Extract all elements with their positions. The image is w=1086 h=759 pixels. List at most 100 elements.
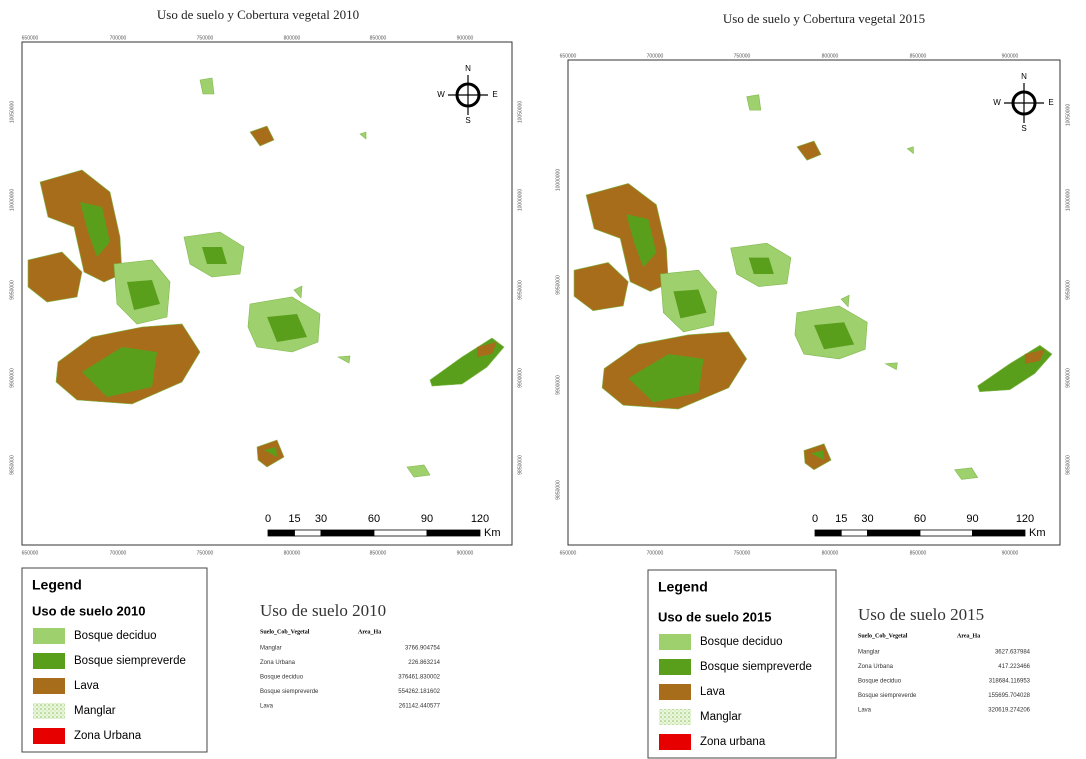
coord-label: 900000 [457,550,474,556]
table-cell: 155695.704028 [988,693,1030,699]
table-cell: Zona Urbana [858,664,894,670]
coord-label: 700000 [647,550,664,556]
table-cell: 417.223466 [998,664,1030,670]
coord-label: 650000 [22,35,39,41]
coord-label: 800000 [284,35,301,41]
table-header: Area_Ha [957,633,980,639]
coord-label: 9900000 [517,368,523,388]
scale-segment [295,530,322,536]
table-cell: Zona Urbana [260,660,296,666]
compass-n: N [1021,72,1027,81]
table-cell: 3766.904754 [405,646,441,652]
coord-label: 10050000 [517,101,523,123]
compass-s: S [465,116,470,125]
legend-label: Zona urbana [700,736,766,748]
legend-label: Bosque deciduo [74,630,156,642]
coord-label: 900000 [457,35,474,41]
table-title: Uso de suelo 2015 [858,605,984,624]
coord-label: 650000 [22,550,39,556]
table-cell: 226.863214 [408,660,440,666]
legend-label: Lava [74,680,100,692]
table-cell: Lava [260,704,274,710]
coord-label: 900000 [1002,53,1019,59]
compass-s: S [1021,124,1026,133]
map-page: Uso de suelo y Cobertura vegetal 2010650… [0,0,1086,759]
scale-label: 15 [835,513,847,525]
legend-label: Manglar [74,705,116,717]
coord-label: 850000 [370,35,387,41]
scale-label: 0 [812,513,818,525]
table-cell: Manglar [858,650,880,656]
scale-segment [321,530,374,536]
table-title: Uso de suelo 2010 [260,601,386,620]
scale-label: 30 [861,513,873,525]
scale-label: 15 [288,513,300,525]
scale-label: 60 [368,513,380,525]
legend-swatch [33,628,65,644]
table-header: Suelo_Cob_Vegetal [858,633,908,639]
coord-label: 9850000 [517,455,523,475]
coord-label: 750000 [734,550,751,556]
map-frame [568,60,1060,545]
table-cell: Manglar [260,646,282,652]
scale-label: 0 [265,513,271,525]
scale-segment [268,530,295,536]
legend-swatch [659,634,691,650]
scale-unit: Km [484,527,501,539]
compass-e: E [492,90,497,99]
scale-segment [841,530,867,536]
coord-label: 9900000 [555,375,561,395]
coord-label: 750000 [734,53,751,59]
compass-n: N [465,64,471,73]
table-cell: Bosque siempreverde [858,693,917,699]
legend-swatch [33,678,65,694]
coord-label: 900000 [1002,550,1019,556]
legend-swatch [659,659,691,675]
table-cell: Lava [858,708,872,714]
scale-unit: Km [1029,527,1046,539]
coord-label: 800000 [822,53,839,59]
coord-label: 650000 [560,53,577,59]
scale-segment [920,530,973,536]
coord-label: 10000000 [517,189,523,211]
compass-w: W [993,98,1001,107]
compass-e: E [1048,98,1053,107]
coord-label: 750000 [197,35,214,41]
coord-label: 9900000 [9,368,15,388]
scale-segment [815,530,841,536]
map-frame [22,42,512,545]
scale-segment [374,530,427,536]
legend-subtitle: Uso de suelo 2015 [658,609,771,624]
coord-label: 9950000 [9,280,15,300]
coord-label: 9950000 [555,275,561,295]
coord-label: 800000 [284,550,301,556]
scale-label: 30 [315,513,327,525]
coord-label: 850000 [370,550,387,556]
legend-label: Manglar [700,711,742,723]
coord-label: 10000000 [9,189,15,211]
scale-label: 120 [471,513,489,525]
table-cell: 318684.116953 [989,679,1031,685]
scale-label: 120 [1016,513,1034,525]
legend-label: Bosque siempreverde [74,655,186,667]
legend-swatch [33,728,65,744]
legend-title: Legend [32,577,82,593]
coord-label: 9900000 [1065,368,1071,388]
coord-label: 9950000 [1065,280,1071,300]
table-cell: 376461.830002 [398,675,440,681]
scale-label: 60 [914,513,926,525]
legend-swatch [659,734,691,750]
scale-segment [868,530,921,536]
scale-segment [973,530,1026,536]
legend-title: Legend [658,579,708,595]
map-title: Uso de suelo y Cobertura vegetal 2015 [723,11,925,26]
coord-label: 9950000 [517,280,523,300]
coord-label: 10000000 [555,169,561,191]
table-cell: 554262.181602 [398,689,440,695]
coord-label: 700000 [110,550,127,556]
legend-label: Zona Urbana [74,730,142,742]
legend-swatch [33,653,65,669]
table-header: Area_Ha [358,629,381,635]
coord-label: 10000000 [1065,189,1071,211]
coord-label: 10050000 [9,101,15,123]
